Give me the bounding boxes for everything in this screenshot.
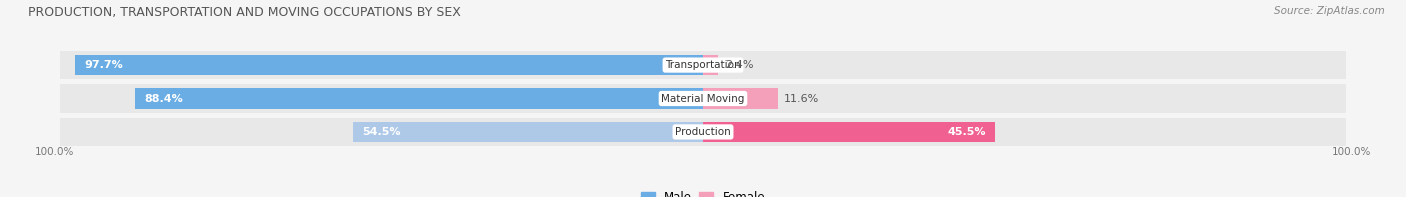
Text: 100.0%: 100.0%	[35, 147, 75, 157]
Text: 97.7%: 97.7%	[84, 60, 124, 70]
Text: PRODUCTION, TRANSPORTATION AND MOVING OCCUPATIONS BY SEX: PRODUCTION, TRANSPORTATION AND MOVING OC…	[28, 6, 461, 19]
Text: 100.0%: 100.0%	[1331, 147, 1371, 157]
Text: 45.5%: 45.5%	[948, 127, 986, 137]
Legend: Male, Female: Male, Female	[636, 186, 770, 197]
Text: Production: Production	[675, 127, 731, 137]
Bar	[60, 118, 1346, 146]
Text: Material Moving: Material Moving	[661, 94, 745, 103]
Text: Transportation: Transportation	[665, 60, 741, 70]
Text: 2.4%: 2.4%	[725, 60, 754, 70]
Bar	[75, 55, 703, 75]
Bar	[353, 122, 703, 142]
Bar	[703, 55, 718, 75]
Bar	[135, 88, 703, 109]
Bar	[703, 122, 995, 142]
Text: 54.5%: 54.5%	[363, 127, 401, 137]
Bar	[703, 88, 778, 109]
Text: Source: ZipAtlas.com: Source: ZipAtlas.com	[1274, 6, 1385, 16]
Text: 88.4%: 88.4%	[145, 94, 183, 103]
Bar	[60, 84, 1346, 113]
Bar	[60, 51, 1346, 79]
Text: 11.6%: 11.6%	[785, 94, 820, 103]
